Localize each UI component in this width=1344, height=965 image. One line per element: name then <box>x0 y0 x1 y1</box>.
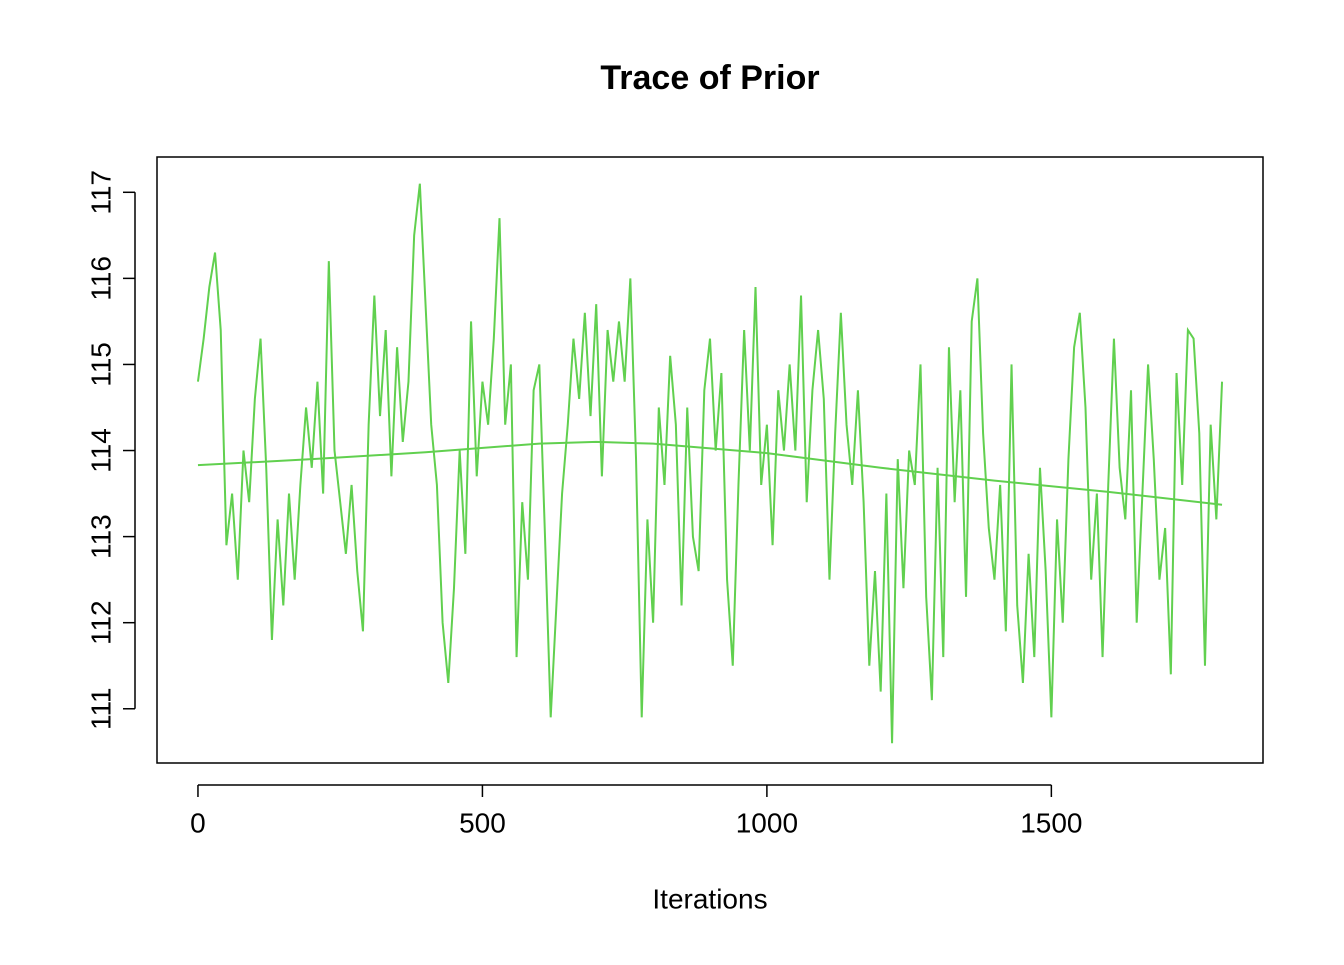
y-tick-label: 117 <box>85 170 116 215</box>
trace-line <box>196 183 1224 744</box>
y-tick-label: 113 <box>85 514 116 559</box>
x-tick-label: 1500 <box>1020 807 1082 838</box>
x-tick-label: 500 <box>459 807 506 838</box>
y-tick-label: 116 <box>85 256 116 301</box>
y-tick-label: 112 <box>85 600 116 645</box>
y-tick-label: 114 <box>85 428 116 473</box>
chart-title: Trace of Prior <box>600 59 819 97</box>
x-tick-label: 1000 <box>736 807 798 838</box>
plot-frame <box>156 156 1264 764</box>
x-axis-label: Iterations <box>652 883 767 914</box>
y-tick-label: 115 <box>85 342 116 387</box>
x-tick-label: 0 <box>190 807 206 838</box>
y-tick-label: 111 <box>85 687 116 730</box>
smooth-line <box>197 440 1223 506</box>
